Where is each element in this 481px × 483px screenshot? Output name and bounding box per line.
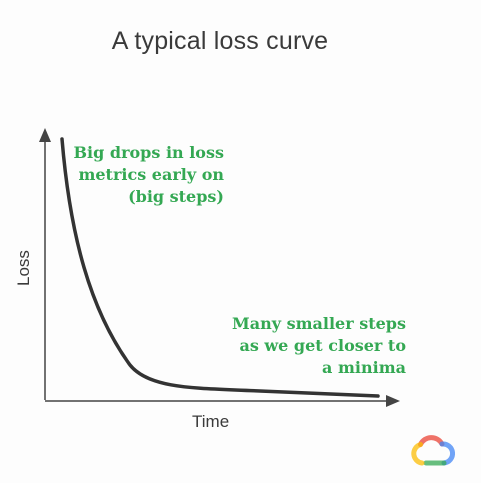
annotation-line: as we get closer to	[239, 336, 406, 355]
loss-curve	[60, 137, 380, 398]
annotation-line: a minima	[322, 358, 406, 377]
annotation-line: Many smaller steps	[232, 314, 406, 333]
y-axis-arrow-icon	[39, 128, 51, 142]
annotation-line: (big steps)	[128, 187, 224, 206]
early-drops-annotation: Big drops in loss metrics early on (big …	[60, 142, 224, 208]
slide-title: A typical loss curve	[111, 27, 329, 55]
y-axis-label: Loss	[14, 250, 33, 286]
x-axis-label: Time	[192, 412, 230, 431]
small-steps-annotation: Many smaller steps as we get closer to a…	[220, 313, 406, 379]
annotation-line: Big drops in loss	[73, 143, 224, 162]
annotation-line: metrics early on	[78, 165, 224, 184]
google-cloud-logo-icon	[411, 435, 455, 466]
x-axis-arrow-icon	[386, 395, 400, 407]
